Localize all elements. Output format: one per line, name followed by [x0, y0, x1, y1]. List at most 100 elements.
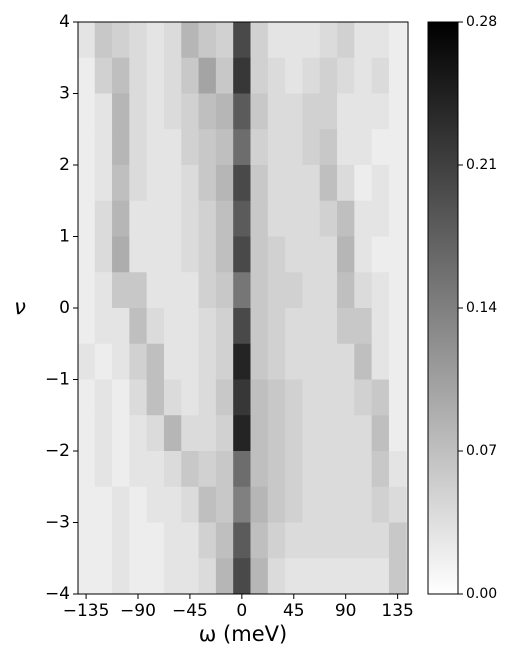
- heatmap-cell: [389, 22, 407, 58]
- heatmap-cell: [285, 237, 303, 273]
- x-tick-label: −135: [63, 601, 110, 621]
- heatmap-cell: [251, 344, 269, 380]
- heatmap-cell: [302, 272, 320, 308]
- heatmap-cell: [181, 201, 199, 237]
- heatmap-cell: [95, 58, 113, 94]
- heatmap-cell: [285, 558, 303, 594]
- heatmap-cell: [216, 487, 234, 523]
- heatmap-cell: [199, 22, 217, 58]
- heatmap-cell: [129, 94, 147, 130]
- heatmap-cell: [302, 451, 320, 487]
- heatmap-cell: [77, 272, 95, 308]
- heatmap-cell: [112, 487, 130, 523]
- heatmap-cell: [285, 523, 303, 559]
- heatmap-cell: [216, 451, 234, 487]
- heatmap-cell: [337, 415, 355, 451]
- heatmap-cell: [302, 523, 320, 559]
- heatmap-cell: [372, 165, 390, 201]
- heatmap-cell: [181, 58, 199, 94]
- heatmap: [77, 22, 406, 595]
- heatmap-cell: [147, 272, 165, 308]
- heatmap-cell: [112, 94, 130, 130]
- heatmap-cell: [181, 129, 199, 165]
- heatmap-cell: [147, 165, 165, 201]
- heatmap-cell: [320, 415, 338, 451]
- heatmap-cell: [95, 165, 113, 201]
- x-tick-label: 135: [381, 601, 413, 621]
- heatmap-cell: [389, 344, 407, 380]
- heatmap-cell: [233, 94, 251, 130]
- heatmap-cell: [233, 487, 251, 523]
- heatmap-cell: [181, 344, 199, 380]
- heatmap-cell: [337, 451, 355, 487]
- heatmap-cell: [164, 22, 182, 58]
- heatmap-cell: [112, 237, 130, 273]
- heatmap-cell: [302, 237, 320, 273]
- heatmap-cell: [164, 558, 182, 594]
- heatmap-cell: [372, 58, 390, 94]
- heatmap-cell: [181, 451, 199, 487]
- heatmap-cell: [77, 487, 95, 523]
- heatmap-cell: [181, 237, 199, 273]
- heatmap-cell: [354, 523, 372, 559]
- heatmap-cell: [268, 380, 286, 416]
- heatmap-cell: [147, 22, 165, 58]
- heatmap-cell: [389, 558, 407, 594]
- heatmap-cell: [354, 272, 372, 308]
- heatmap-cell: [199, 344, 217, 380]
- heatmap-cell: [216, 22, 234, 58]
- colorbar-tick-label: 0.21: [466, 157, 497, 173]
- heatmap-cell: [251, 380, 269, 416]
- heatmap-cell: [389, 308, 407, 344]
- heatmap-cell: [77, 344, 95, 380]
- page: {"chart_data": {"type": "heatmap", "xlab…: [0, 0, 510, 654]
- heatmap-cell: [372, 22, 390, 58]
- heatmap-cell: [129, 523, 147, 559]
- heatmap-cell: [95, 22, 113, 58]
- heatmap-cell: [337, 380, 355, 416]
- heatmap-cell: [181, 94, 199, 130]
- heatmap-cell: [181, 272, 199, 308]
- heatmap-cell: [285, 22, 303, 58]
- heatmap-cell: [77, 22, 95, 58]
- heatmap-cell: [251, 558, 269, 594]
- heatmap-cell: [285, 451, 303, 487]
- y-tick-label: −3: [45, 513, 70, 533]
- heatmap-cell: [389, 165, 407, 201]
- heatmap-cell: [354, 94, 372, 130]
- heatmap-cell: [216, 165, 234, 201]
- heatmap-cell: [372, 308, 390, 344]
- heatmap-cell: [389, 487, 407, 523]
- heatmap-cell: [354, 558, 372, 594]
- heatmap-cell: [337, 523, 355, 559]
- heatmap-cell: [199, 523, 217, 559]
- y-tick-label: 4: [59, 12, 70, 32]
- heatmap-cell: [354, 487, 372, 523]
- heatmap-cell: [112, 201, 130, 237]
- heatmap-cell: [199, 201, 217, 237]
- heatmap-cell: [372, 523, 390, 559]
- x-tick-label: −90: [120, 601, 156, 621]
- heatmap-cell: [199, 415, 217, 451]
- heatmap-cell: [372, 451, 390, 487]
- heatmap-cell: [233, 415, 251, 451]
- x-tick-label: 0: [236, 601, 247, 621]
- heatmap-cell: [95, 129, 113, 165]
- heatmap-cell: [372, 380, 390, 416]
- heatmap-cell: [77, 165, 95, 201]
- heatmap-cell: [129, 22, 147, 58]
- heatmap-cell: [164, 58, 182, 94]
- heatmap-cell: [164, 129, 182, 165]
- heatmap-cell: [216, 380, 234, 416]
- heatmap-cell: [199, 308, 217, 344]
- heatmap-cell: [251, 523, 269, 559]
- heatmap-cell: [268, 201, 286, 237]
- heatmap-cell: [216, 344, 234, 380]
- heatmap-cell: [320, 487, 338, 523]
- heatmap-cell: [251, 308, 269, 344]
- heatmap-cell: [77, 558, 95, 594]
- heatmap-cell: [233, 344, 251, 380]
- heatmap-cell: [372, 344, 390, 380]
- heatmap-cell: [129, 344, 147, 380]
- heatmap-cell: [233, 451, 251, 487]
